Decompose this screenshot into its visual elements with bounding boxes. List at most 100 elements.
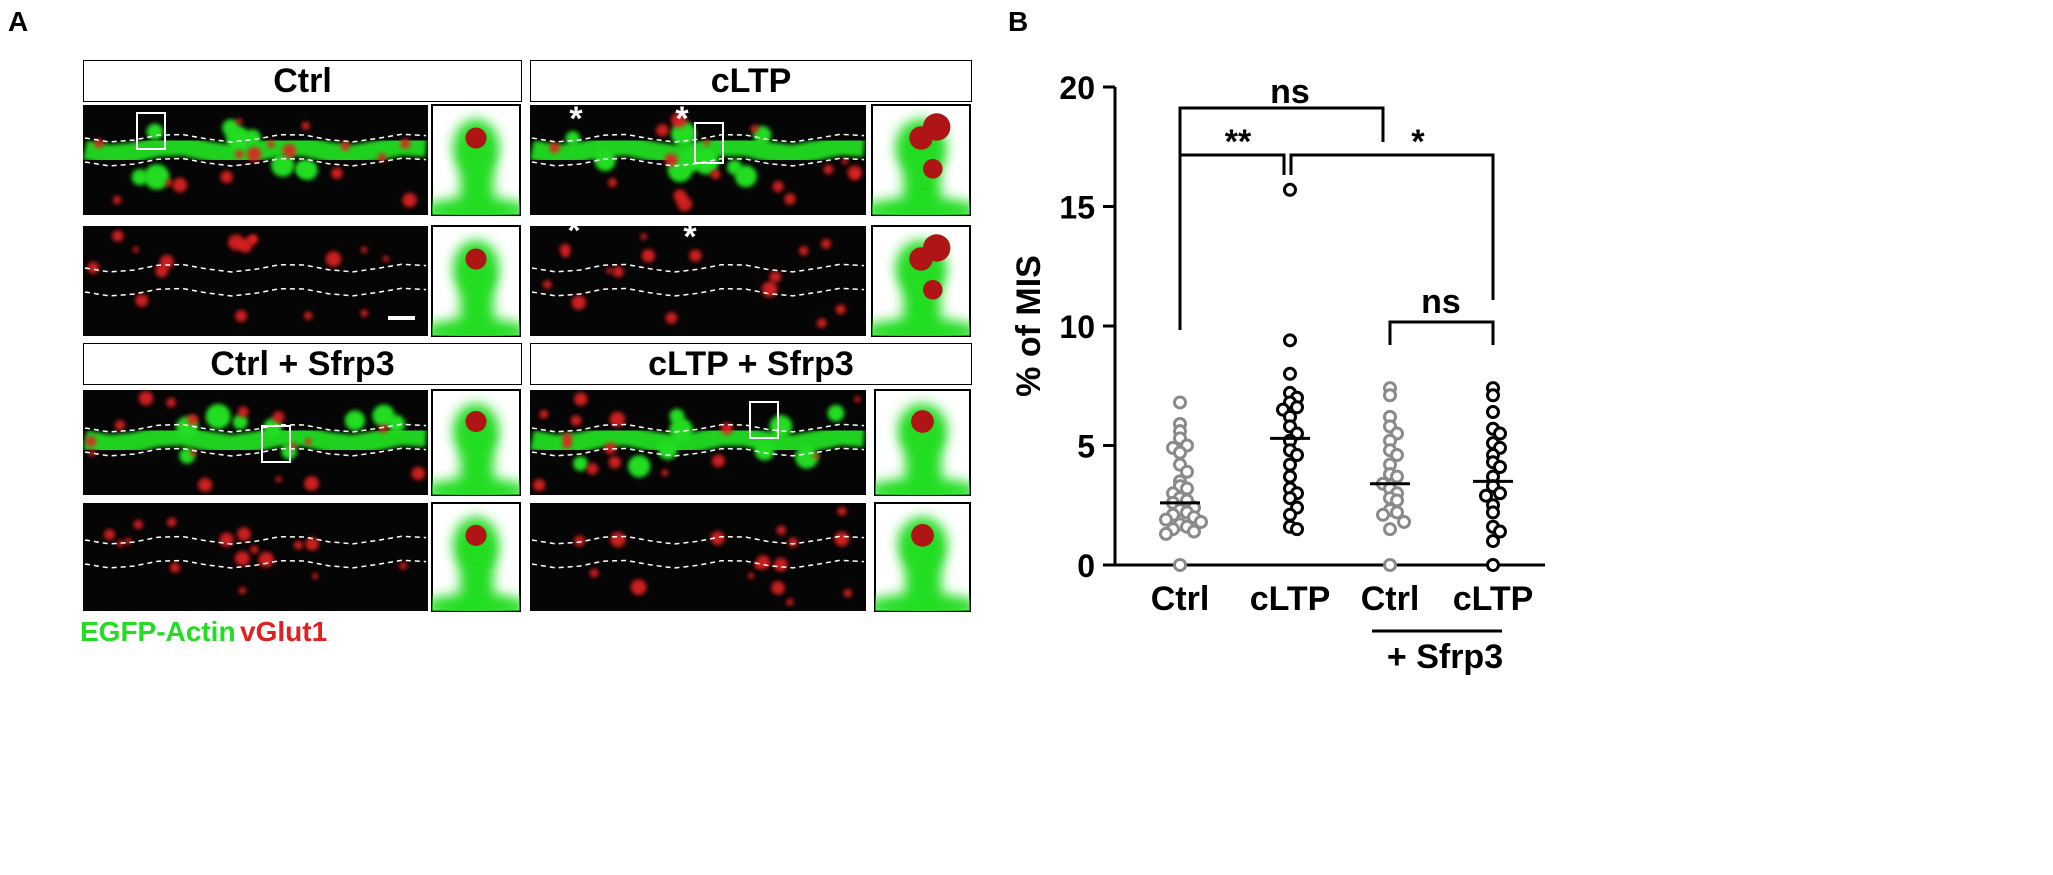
vglut1-puncta xyxy=(402,192,417,208)
spine-signal xyxy=(827,404,845,422)
vglut1-puncta xyxy=(607,178,618,188)
image-ctrl-merged xyxy=(83,105,428,215)
vglut1-puncta xyxy=(411,466,426,481)
vglut1-puncta xyxy=(821,238,832,249)
inset-cltp-sfrp3-bottom xyxy=(874,502,971,612)
significance-bracket xyxy=(1180,153,1286,175)
dendrite-outline xyxy=(531,133,865,143)
vglut1-puncta xyxy=(747,572,755,579)
data-point xyxy=(1486,388,1500,403)
vglut1-puncta xyxy=(94,138,104,149)
vglut1-puncta xyxy=(589,568,599,578)
spine-signal xyxy=(657,440,678,460)
vglut1-puncta xyxy=(234,551,250,566)
vglut1-render xyxy=(922,113,951,141)
vglut1-puncta xyxy=(114,420,126,431)
vglut1-puncta xyxy=(542,280,552,289)
vglut1-puncta xyxy=(574,392,588,406)
spine-signal xyxy=(565,131,581,146)
vglut1-puncta xyxy=(640,233,648,240)
dendrite-outline xyxy=(84,535,427,545)
vglut1-puncta xyxy=(132,246,139,253)
significance-label: ns xyxy=(1270,73,1310,111)
vglut1-puncta xyxy=(187,413,199,426)
vglut1-puncta xyxy=(166,397,176,408)
data-point xyxy=(1283,182,1297,197)
data-point xyxy=(1173,445,1187,460)
vglut1-puncta xyxy=(710,169,721,180)
vglut1-puncta xyxy=(312,572,319,580)
vglut1-puncta xyxy=(246,147,262,162)
micrograph-background xyxy=(530,503,866,611)
image-cltp-vglut1 xyxy=(530,226,866,336)
vglut1-puncta xyxy=(771,581,785,595)
vglut1-puncta xyxy=(798,246,809,256)
inset-ctrl-sfrp3-top xyxy=(431,389,521,496)
title-cltp: cLTP xyxy=(530,60,972,102)
inset-cltp-top xyxy=(871,104,971,216)
data-point xyxy=(1187,524,1201,539)
vglut1-puncta xyxy=(671,112,687,128)
spine-signal xyxy=(669,417,693,442)
data-point xyxy=(1159,526,1173,541)
image-ctrl-sfrp3-merged xyxy=(83,390,428,495)
vglut1-render xyxy=(922,234,951,262)
vglut1-puncta xyxy=(237,406,249,418)
vglut1-render xyxy=(922,159,943,179)
dendrite-shaft-render xyxy=(872,318,970,336)
vglut1-puncta xyxy=(124,537,132,545)
data-point xyxy=(1194,514,1208,529)
y-tick-label: 20 xyxy=(1059,70,1095,106)
spine-signal xyxy=(143,164,170,190)
vglut1-puncta xyxy=(816,318,827,329)
significance-label: ** xyxy=(1225,123,1252,161)
image-cltp-sfrp3-vglut1 xyxy=(530,503,866,611)
vglut1-puncta xyxy=(689,249,702,262)
vglut1-puncta xyxy=(610,532,626,548)
selection-box xyxy=(136,112,166,150)
vglut1-puncta xyxy=(379,424,388,433)
vglut1-puncta xyxy=(834,531,850,547)
vglut1-puncta xyxy=(661,469,669,477)
data-point xyxy=(1173,558,1187,572)
panel-b-label: B xyxy=(1008,6,1029,37)
x-category-label: Ctrl xyxy=(1361,580,1420,618)
y-tick-label: 15 xyxy=(1059,190,1095,226)
group-label: + Sfrp3 xyxy=(1387,638,1503,676)
vglut1-puncta xyxy=(305,537,319,551)
vglut1-puncta xyxy=(246,235,257,245)
vglut1-puncta xyxy=(113,195,122,205)
dendrite-signal xyxy=(530,425,865,456)
data-point xyxy=(1283,469,1297,484)
series-group xyxy=(1270,182,1310,537)
vglut1-puncta xyxy=(570,415,582,426)
micrograph-background xyxy=(530,226,866,336)
vglut1-puncta xyxy=(399,562,407,570)
selection-box xyxy=(261,425,291,463)
significance-bracket xyxy=(1388,320,1495,345)
data-point xyxy=(1290,400,1304,415)
vglut1-puncta xyxy=(786,598,794,606)
vglut1-render xyxy=(465,248,487,270)
significance-label: ns xyxy=(1421,283,1461,321)
y-axis-title: % of MIS xyxy=(1010,255,1048,397)
vglut1-puncta xyxy=(656,123,669,137)
data-point xyxy=(1390,505,1404,520)
data-point xyxy=(1290,522,1304,537)
dendrite-shaft-render xyxy=(432,197,520,215)
vglut1-puncta xyxy=(564,438,571,446)
spine-signal xyxy=(263,418,283,438)
legend-egfp-actin: EGFP-Actin xyxy=(80,616,236,647)
vglut1-puncta xyxy=(382,255,389,262)
vglut1-puncta xyxy=(133,519,143,530)
vglut1-puncta xyxy=(843,589,852,598)
spine-signal xyxy=(387,414,406,434)
data-point xyxy=(1493,524,1507,539)
vglut1-puncta xyxy=(198,477,213,493)
vglut1-puncta xyxy=(289,442,297,450)
dendrite-shaft-render xyxy=(872,197,970,215)
inset-ctrl-sfrp3-bottom xyxy=(431,502,521,612)
dendrite-outline xyxy=(531,447,865,457)
vglut1-puncta xyxy=(116,540,124,547)
